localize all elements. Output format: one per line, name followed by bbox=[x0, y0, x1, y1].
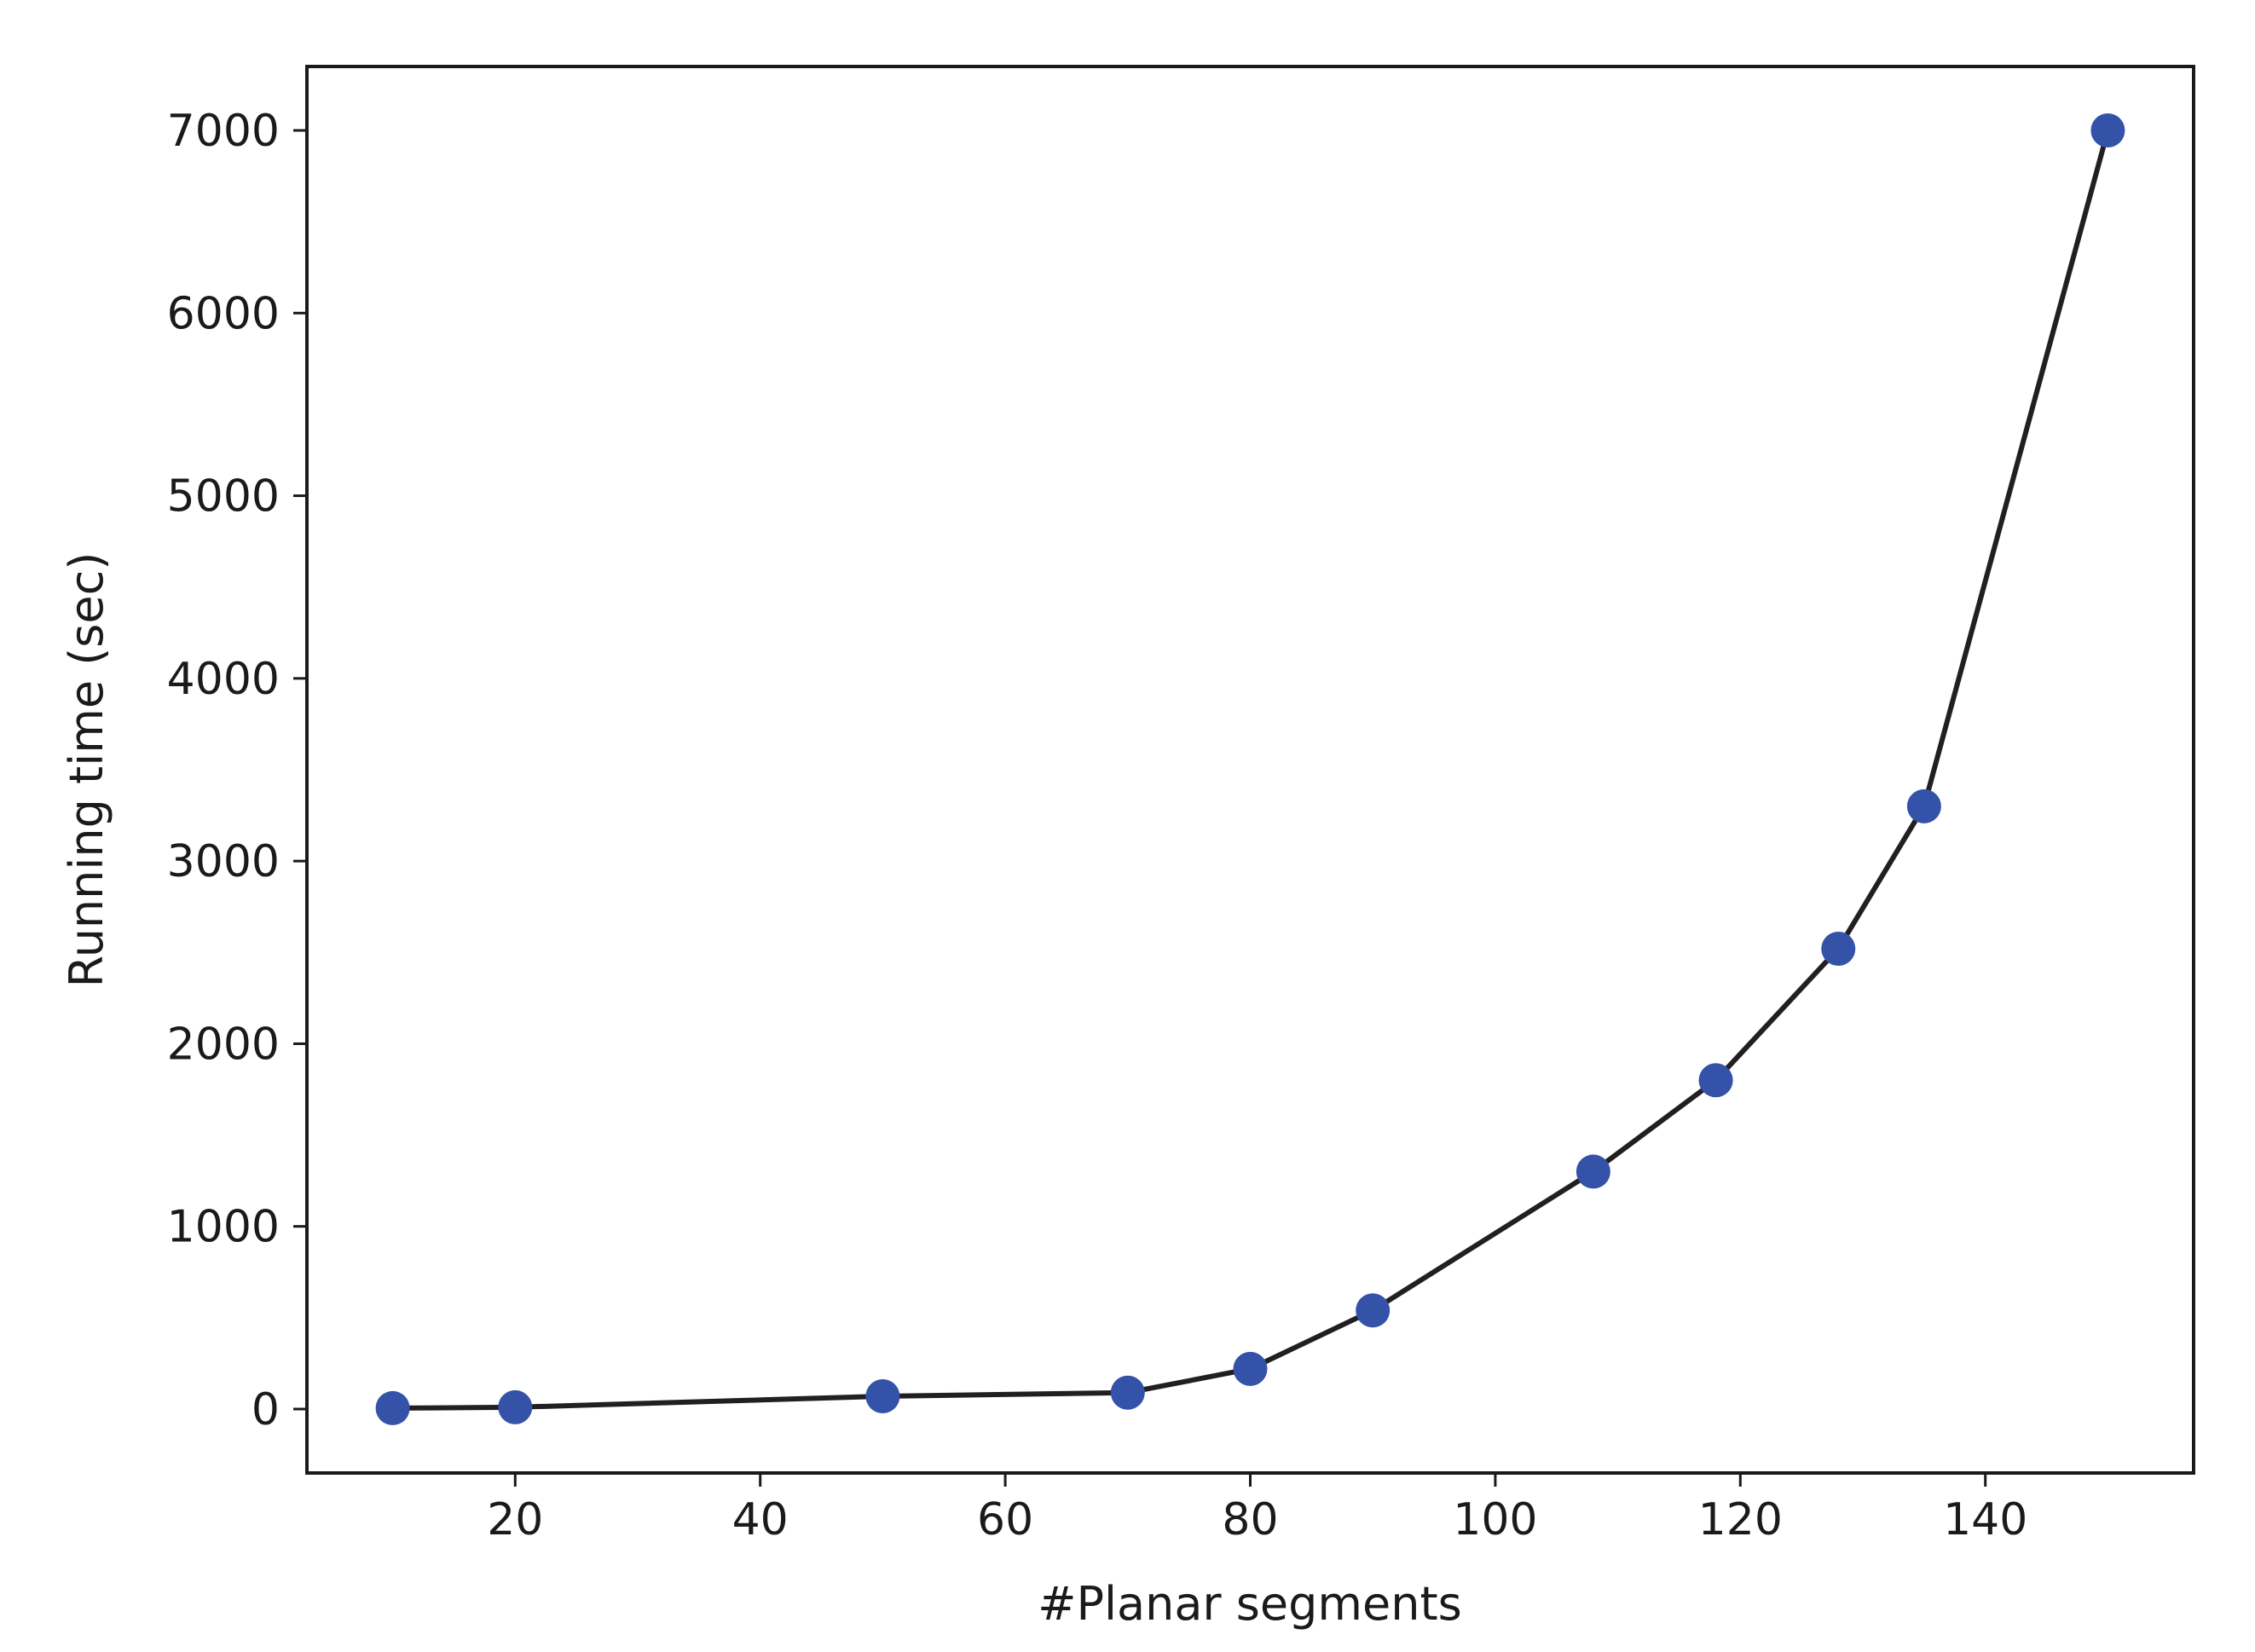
x-tick-label: 80 bbox=[1222, 1494, 1278, 1545]
data-point bbox=[498, 1389, 533, 1424]
data-point bbox=[1698, 1063, 1733, 1098]
data-point bbox=[375, 1390, 410, 1425]
plot-background bbox=[307, 66, 2194, 1473]
ticks: 20 40 60 80 100 120 140 0 1000 2000 3000 4000 5000 60… bbox=[167, 106, 2028, 1545]
y-tick-label: 6000 bbox=[167, 288, 280, 339]
series-layer bbox=[375, 113, 2125, 1425]
x-tick-label: 60 bbox=[977, 1494, 1033, 1545]
data-point bbox=[865, 1379, 900, 1413]
y-tick-label: 4000 bbox=[167, 654, 280, 705]
x-tick-label: 100 bbox=[1453, 1494, 1537, 1545]
data-point bbox=[1233, 1351, 1268, 1386]
x-tick-label: 140 bbox=[1943, 1494, 2027, 1545]
x-axis-label: #Planar segments bbox=[1038, 1577, 1462, 1631]
data-point bbox=[1821, 932, 1856, 966]
x-tick-label: 40 bbox=[732, 1494, 789, 1545]
data-point bbox=[1576, 1154, 1610, 1189]
y-tick-label: 2000 bbox=[167, 1019, 280, 1070]
x-tick-label: 120 bbox=[1698, 1494, 1783, 1545]
y-axis-label: Running time (sec) bbox=[60, 552, 113, 988]
y-tick-label: 1000 bbox=[167, 1202, 280, 1253]
y-tick-label: 0 bbox=[252, 1384, 280, 1435]
y-tick-label: 3000 bbox=[167, 836, 280, 887]
data-point bbox=[1906, 788, 1941, 823]
data-point bbox=[1356, 1293, 1391, 1328]
data-point bbox=[2090, 113, 2125, 147]
y-tick-label: 7000 bbox=[167, 106, 280, 157]
plot-frame bbox=[305, 65, 2195, 1475]
y-tick-label: 5000 bbox=[167, 471, 280, 523]
data-point bbox=[1110, 1375, 1145, 1410]
x-tick-label: 20 bbox=[487, 1494, 543, 1545]
